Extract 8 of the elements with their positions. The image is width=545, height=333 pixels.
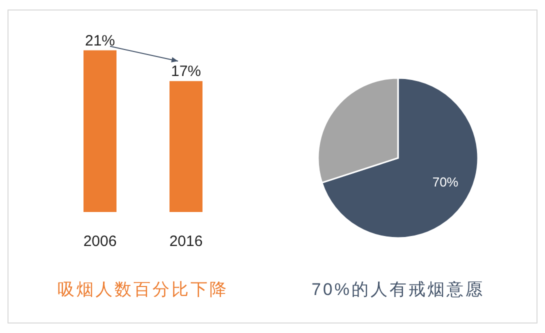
pie-slice	[321, 77, 479, 239]
x-tick-label: 2016	[169, 233, 203, 250]
text: 70%的人有戒烟意愿	[311, 280, 485, 299]
data-label: 17%	[170, 63, 202, 80]
data-label: 70%	[432, 174, 459, 190]
text: 吸烟人数百分比下降	[58, 280, 228, 299]
x-tick-label: 2006	[83, 233, 117, 250]
data-label: 21%	[84, 32, 116, 50]
